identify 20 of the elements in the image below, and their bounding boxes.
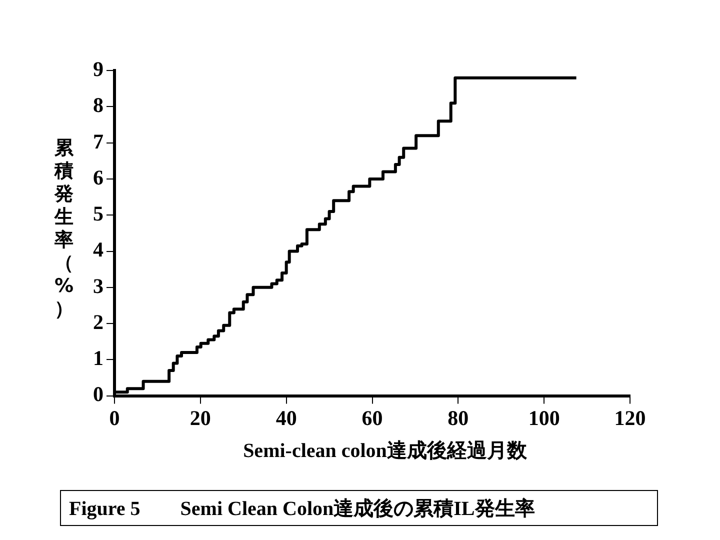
y-tick-label: 1 bbox=[93, 346, 104, 370]
y-tick-label: 4 bbox=[93, 238, 104, 262]
x-tick-label: 0 bbox=[109, 406, 120, 430]
y-tick-label: 9 bbox=[93, 57, 104, 82]
x-tick-label: 100 bbox=[528, 406, 560, 430]
y-tick-label: 5 bbox=[93, 202, 104, 226]
text: Figure 5 Semi Clean Colon達成後の累積IL発生率 bbox=[60, 490, 658, 526]
x-tick-label: 80 bbox=[448, 406, 469, 430]
x-tick-label: 60 bbox=[362, 406, 383, 430]
x-tick-label: 40 bbox=[276, 406, 297, 430]
y-tick-label: 8 bbox=[93, 93, 104, 118]
y-axis-title: 累積発生率（%） bbox=[53, 137, 75, 321]
y-tick-label: 6 bbox=[93, 165, 104, 190]
x-tick-label: 120 bbox=[614, 406, 646, 430]
y-tick-label: 2 bbox=[93, 310, 104, 334]
x-tick-label: 20 bbox=[190, 406, 211, 430]
y-tick-label: 7 bbox=[93, 129, 104, 154]
y-tick-label: 0 bbox=[93, 382, 104, 406]
x-axis-title: Semi-clean colon達成後経過月数 bbox=[242, 439, 528, 464]
y-tick-label: 3 bbox=[93, 274, 104, 298]
